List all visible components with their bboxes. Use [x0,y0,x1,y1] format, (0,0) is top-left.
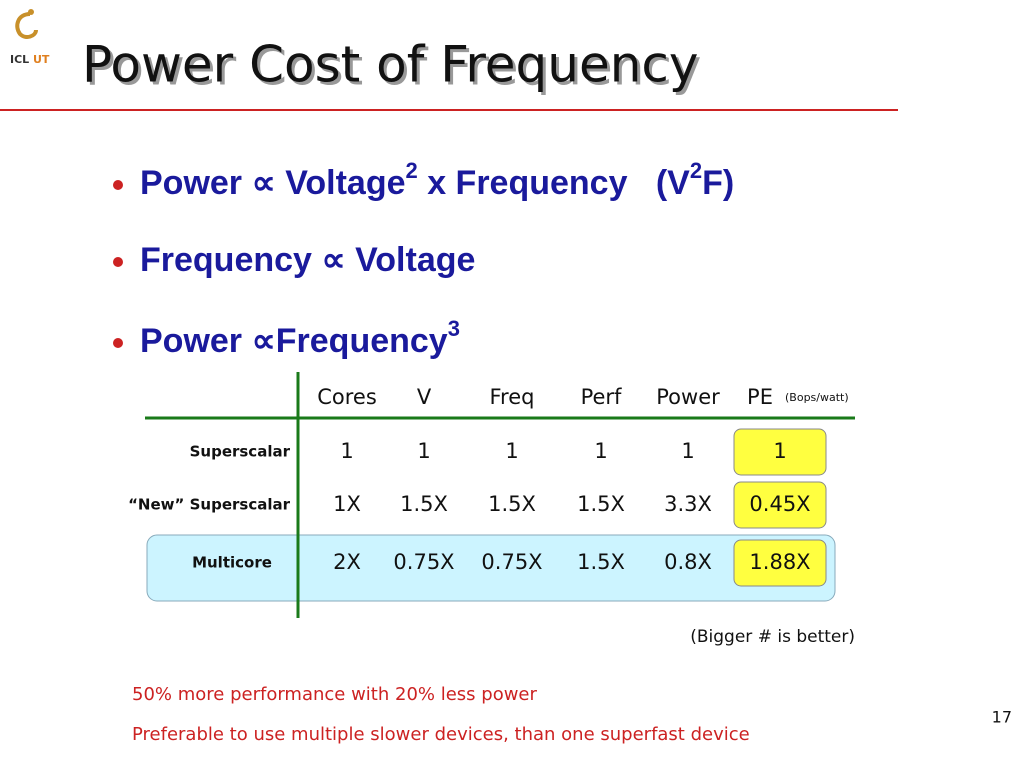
bullet-text: Power ∝Frequency [140,322,448,360]
cell: 1.88X [749,550,810,574]
superscript: 2 [690,158,702,183]
row-label: Superscalar [190,443,291,461]
title: Power Cost of Frequency [82,36,699,94]
cell: 0.75X [393,550,454,574]
pe-cell [733,428,827,476]
bullet: Power ∝Frequency3 [140,316,460,360]
cell: 1.5X [400,492,448,516]
cell: 2X [333,550,361,574]
cell: 1 [340,439,353,463]
table-note: (Bigger # is better) [690,627,855,647]
cell: 1 [417,439,430,463]
cell: 1.5X [488,492,536,516]
column-header: Power [656,385,720,409]
row-label: “New” Superscalar [128,496,291,514]
column-header: V [417,385,432,409]
cell: 1 [505,439,518,463]
column-header: Freq [490,385,535,409]
logo: ICL UT [10,9,50,66]
bullet-dot [113,180,123,190]
cell: 1.5X [577,550,625,574]
logo-left: ICL [10,53,29,66]
cell: 1.5X [577,492,625,516]
bullet-dot [113,257,123,267]
column-header: Perf [581,385,622,409]
conclusion: 50% more performance with 20% less power [132,684,538,705]
bullet-text: Frequency ∝ Voltage [140,241,475,279]
bullet: Frequency ∝ Voltage [140,241,475,279]
multicore-highlight [146,534,836,602]
bullet-dot [113,338,123,348]
pe-cell [733,481,827,529]
row-label: Multicore [192,554,272,572]
conclusion: Preferable to use multiple slower device… [132,724,750,745]
cell: 0.45X [749,492,810,516]
cell: 1 [681,439,694,463]
column-header: PE [747,385,773,409]
cell: 0.75X [481,550,542,574]
bullet-text: F) [702,164,734,202]
logo-right: UT [33,53,50,66]
cell: 1 [773,439,786,463]
cell: 1X [333,492,361,516]
page-number: 17 [992,708,1012,727]
superscript: 2 [406,158,418,183]
cell: 0.8X [664,550,712,574]
superscript: 3 [448,316,460,341]
title-shadow: Power Cost of Frequency [85,39,702,97]
pe-cell [733,539,827,587]
column-header: Cores [317,385,377,409]
bullet: Power ∝ Voltage2 x Frequency (V2F) [140,158,734,202]
bullet-text: x Frequency (V [418,164,690,202]
pe-note: (Bops/watt) [785,391,849,404]
logo-mark [15,12,38,39]
cell: 1 [594,439,607,463]
bullet-text: Power ∝ Voltage [140,164,406,202]
cell: 3.3X [664,492,712,516]
logo-dot [28,9,34,15]
